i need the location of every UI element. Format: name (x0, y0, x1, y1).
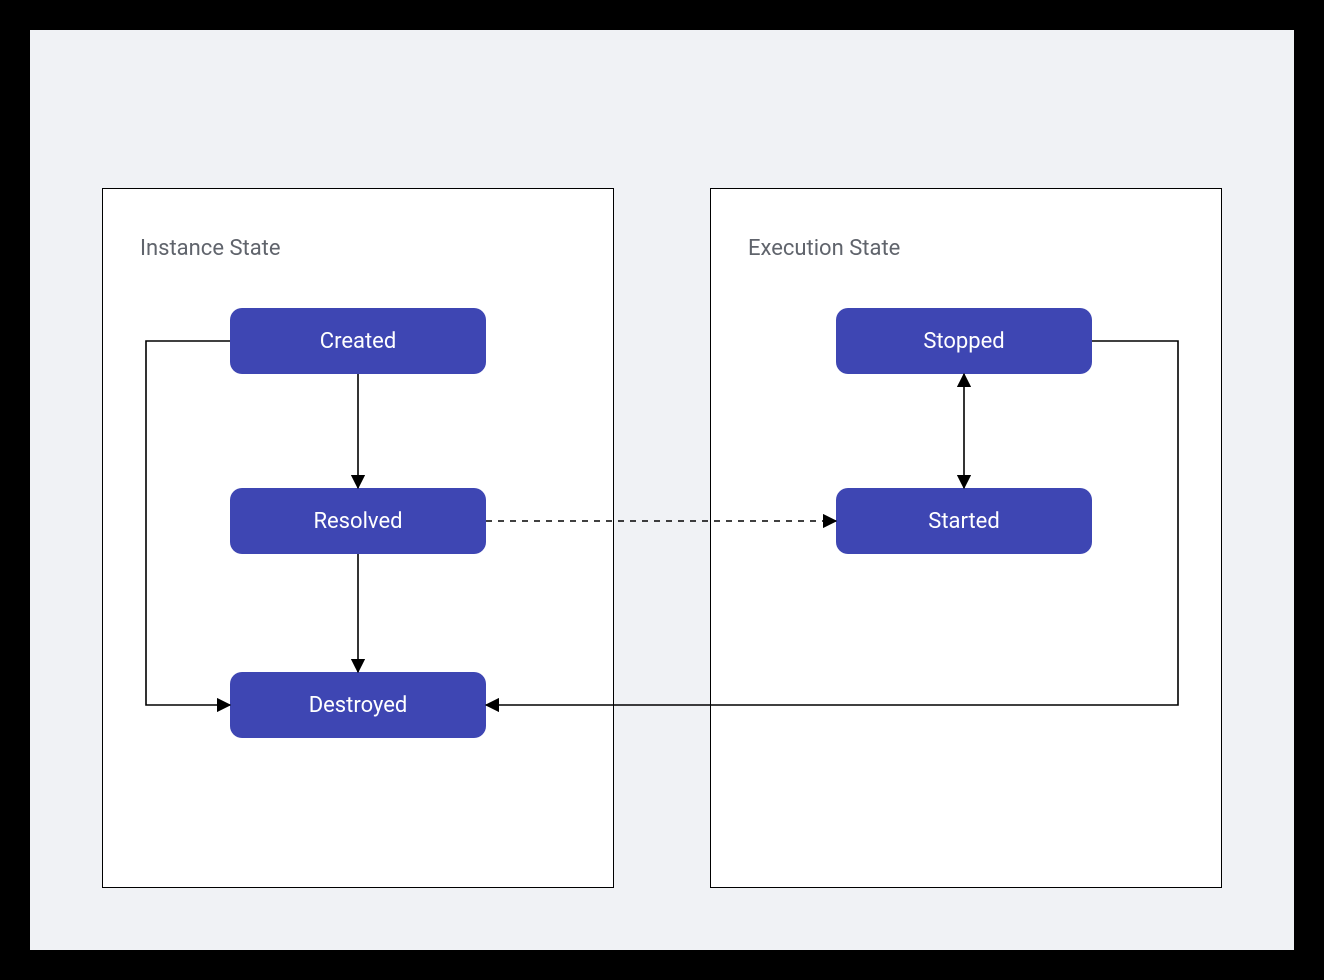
state-node-created: Created (230, 308, 486, 374)
node-label: Resolved (313, 509, 402, 534)
panel-title-instance: Instance State (140, 236, 281, 261)
state-node-stopped: Stopped (836, 308, 1092, 374)
state-node-started: Started (836, 488, 1092, 554)
node-label: Created (320, 329, 396, 354)
state-node-destroyed: Destroyed (230, 672, 486, 738)
node-label: Stopped (923, 329, 1004, 354)
panel-title-execution: Execution State (748, 236, 900, 261)
node-label: Destroyed (309, 693, 408, 718)
state-node-resolved: Resolved (230, 488, 486, 554)
node-label: Started (928, 509, 1000, 534)
diagram-canvas: Instance State Execution State Created R… (30, 30, 1294, 950)
